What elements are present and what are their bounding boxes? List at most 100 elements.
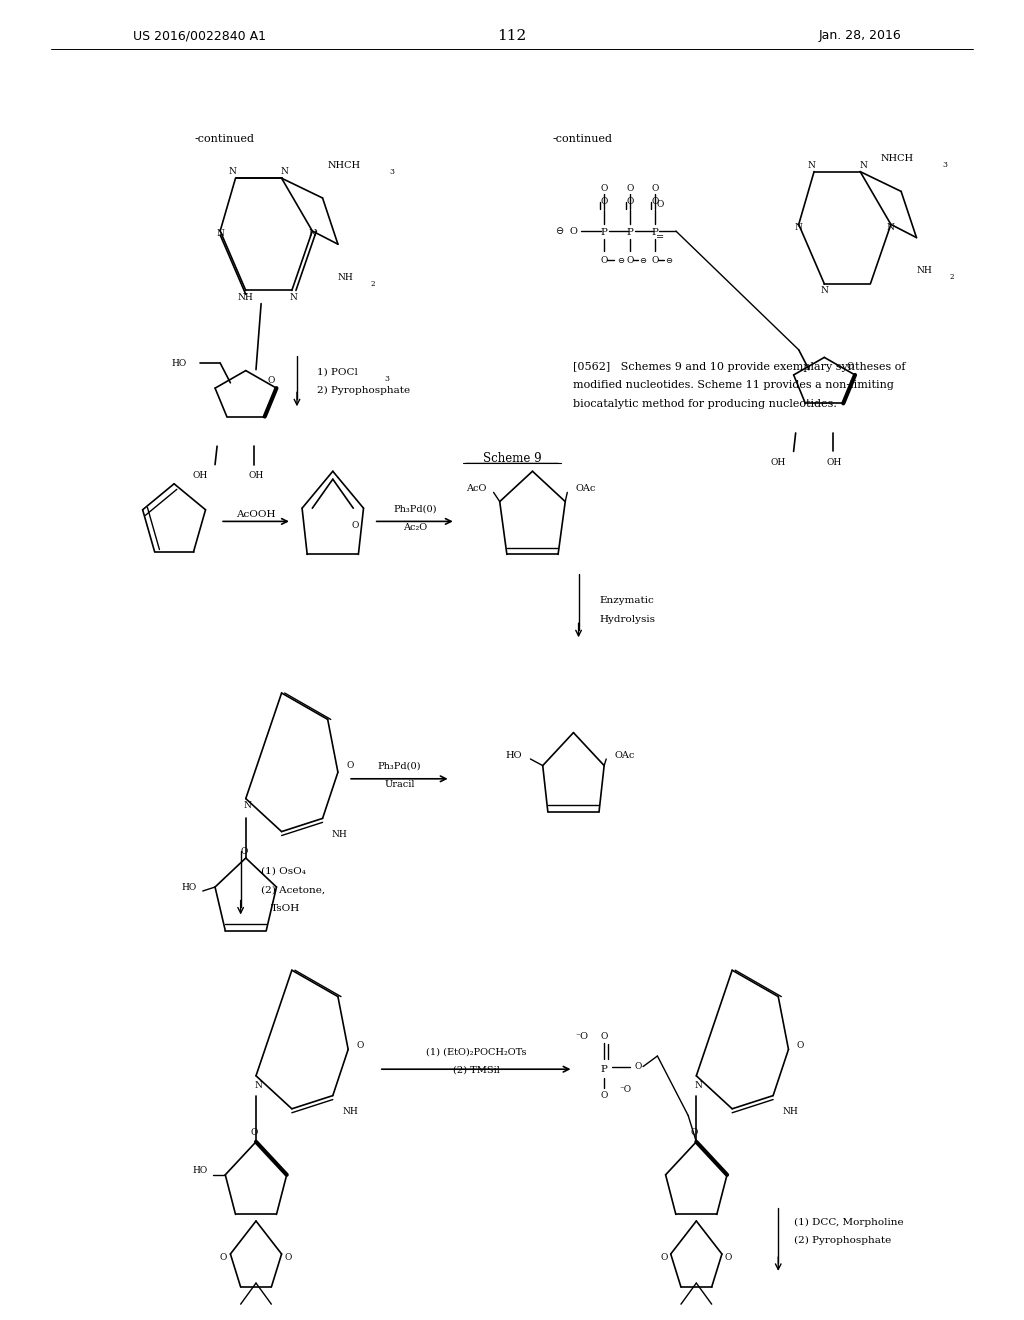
Text: O: O (600, 1092, 608, 1100)
Text: Uracil: Uracil (384, 780, 415, 788)
Text: Ph₃Pd(0): Ph₃Pd(0) (393, 506, 436, 513)
Text: O: O (600, 256, 608, 264)
Text: OAc: OAc (614, 751, 635, 759)
Text: [0562]   Schemes 9 and 10 provide exemplary syntheses of: [0562] Schemes 9 and 10 provide exemplar… (573, 362, 906, 372)
Text: OH: OH (827, 458, 842, 466)
Text: OH: OH (771, 458, 785, 466)
Text: O: O (797, 1041, 804, 1049)
Text: -continued: -continued (195, 133, 255, 144)
Text: O: O (725, 1254, 732, 1262)
Text: N: N (807, 161, 815, 169)
Text: Enzymatic: Enzymatic (599, 597, 653, 605)
Text: US 2016/0022840 A1: US 2016/0022840 A1 (133, 29, 266, 42)
Text: NHCH: NHCH (881, 154, 913, 162)
Text: OH: OH (249, 471, 263, 479)
Text: O: O (651, 256, 659, 264)
Text: AcO: AcO (466, 484, 486, 492)
Text: O: O (626, 256, 634, 264)
Text: O: O (356, 1041, 364, 1049)
Text: HO: HO (506, 751, 522, 759)
Text: O: O (660, 1254, 668, 1262)
Text: O: O (569, 227, 578, 235)
Text: N: N (216, 230, 224, 238)
Text: O: O (846, 363, 854, 371)
Text: 3: 3 (942, 161, 947, 169)
Text: OAc: OAc (575, 484, 596, 492)
Text: 2: 2 (371, 280, 375, 288)
Text: HO: HO (193, 1167, 207, 1175)
Text: O: O (240, 847, 248, 855)
Text: Ac₂O: Ac₂O (402, 524, 427, 532)
Text: 112: 112 (498, 29, 526, 42)
Text: ⁻O: ⁻O (575, 1032, 589, 1040)
Text: O: O (220, 1254, 227, 1262)
Text: modified nucleotides. Scheme 11 provides a non-limiting: modified nucleotides. Scheme 11 provides… (573, 380, 894, 391)
Text: O: O (250, 1129, 258, 1137)
Text: (1) DCC, Morpholine: (1) DCC, Morpholine (794, 1218, 903, 1226)
Text: O: O (651, 185, 659, 193)
Text: HO: HO (182, 883, 197, 891)
Text: 3: 3 (384, 375, 389, 383)
Text: =: = (656, 234, 665, 242)
Text: (1) OsO₄: (1) OsO₄ (261, 867, 306, 875)
Text: Ph₃Pd(0): Ph₃Pd(0) (378, 762, 421, 770)
Text: NH: NH (332, 830, 347, 838)
Text: ⊖: ⊖ (666, 256, 672, 264)
Text: N: N (308, 230, 316, 238)
Text: NH: NH (916, 267, 932, 275)
Text: ⁻O: ⁻O (620, 1085, 632, 1093)
Text: O: O (690, 1129, 698, 1137)
Text: P: P (601, 1065, 607, 1073)
Text: 1) POCl: 1) POCl (317, 368, 358, 376)
Text: N: N (228, 168, 237, 176)
Text: O: O (626, 198, 634, 206)
Text: N: N (281, 168, 289, 176)
Text: AcOOH: AcOOH (237, 511, 275, 519)
Text: N: N (795, 223, 803, 231)
Text: 2) Pyrophosphate: 2) Pyrophosphate (317, 387, 411, 395)
Text: O: O (626, 185, 634, 193)
Text: N: N (290, 293, 298, 301)
Text: (2) Pyrophosphate: (2) Pyrophosphate (794, 1237, 891, 1245)
Text: O: O (285, 1254, 292, 1262)
Text: biocatalytic method for producing nucleotides.: biocatalytic method for producing nucleo… (573, 399, 838, 409)
Text: N: N (859, 161, 867, 169)
Text: O: O (656, 201, 665, 209)
Text: N: N (244, 801, 252, 809)
Text: O: O (351, 521, 358, 529)
Text: TsOH: TsOH (271, 904, 301, 912)
Text: N: N (694, 1081, 702, 1089)
Text: OH: OH (193, 471, 207, 479)
Text: P: P (627, 228, 633, 236)
Text: O: O (600, 198, 608, 206)
Text: HO: HO (172, 359, 186, 367)
Text: O: O (600, 185, 608, 193)
Text: -continued: -continued (553, 133, 613, 144)
Text: ⊖: ⊖ (640, 256, 646, 264)
Text: Jan. 28, 2016: Jan. 28, 2016 (818, 29, 901, 42)
Text: ⊖: ⊖ (555, 226, 563, 236)
Text: (2) Acetone,: (2) Acetone, (261, 886, 326, 894)
Text: N: N (254, 1081, 262, 1089)
Text: (2) TMSil: (2) TMSil (453, 1067, 500, 1074)
Text: P: P (652, 228, 658, 236)
Text: NHCH: NHCH (328, 161, 360, 169)
Text: NH: NH (338, 273, 353, 281)
Text: (1) (EtO)₂POCH₂OTs: (1) (EtO)₂POCH₂OTs (426, 1048, 526, 1056)
Text: O: O (267, 376, 275, 384)
Text: Scheme 9: Scheme 9 (482, 451, 542, 465)
Text: 2: 2 (949, 273, 953, 281)
Text: ⊖: ⊖ (617, 256, 624, 264)
Text: O: O (651, 198, 659, 206)
Text: O: O (346, 762, 353, 770)
Text: 3: 3 (389, 168, 394, 176)
Text: NH: NH (238, 293, 254, 301)
Text: Hydrolysis: Hydrolysis (599, 615, 655, 623)
Text: O: O (635, 1063, 642, 1071)
Text: N: N (887, 223, 895, 231)
Text: NH: NH (782, 1107, 798, 1115)
Text: O: O (600, 1032, 608, 1040)
Text: P: P (601, 228, 607, 236)
Text: N: N (820, 286, 828, 294)
Text: NH: NH (342, 1107, 357, 1115)
